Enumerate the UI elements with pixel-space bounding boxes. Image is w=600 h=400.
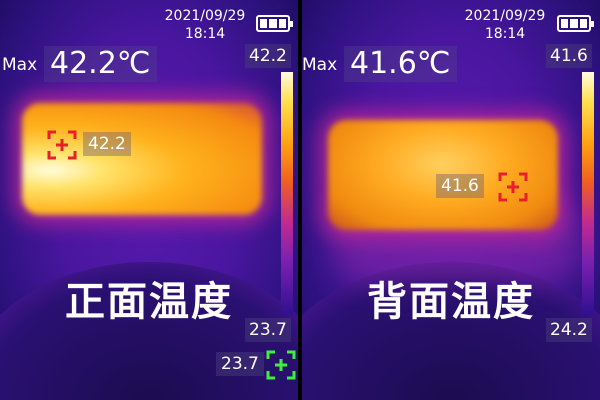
date-text: 2021/09/29 [464,8,546,24]
datetime: 2021/09/29 18:14 [145,7,265,43]
max-label: Max [2,55,38,75]
hot-spot-value: 41.6 [436,174,484,198]
color-scale-bar [582,72,594,315]
thermal-view-front: 2021/09/29 18:14 Max 42.2℃ 42.2 23.7 42.2… [0,0,298,400]
hot-spot-crosshair-icon [47,130,77,160]
center-crosshair-icon [266,350,296,380]
hot-region [22,103,262,215]
datetime: 2021/09/29 18:14 [445,7,565,43]
hot-spot-crosshair-icon [498,172,528,202]
max-label: Max [302,55,338,75]
date-text: 2021/09/29 [164,8,246,24]
scale-max: 42.2 [245,44,291,68]
time-text: 18:14 [184,26,226,42]
caption-front: 正面温度 [65,279,233,325]
color-scale-bar [281,72,293,315]
battery-icon [256,15,293,32]
hot-spot-value: 42.2 [83,132,131,156]
caption-back: 背面温度 [367,279,535,325]
time-text: 18:14 [484,26,526,42]
scale-max: 41.6 [546,44,592,68]
scale-min: 23.7 [245,318,291,342]
max-value: 42.2℃ [44,46,157,82]
thermal-view-back: 2021/09/29 18:14 Max 41.6℃ 41.6 24.2 41.6… [302,0,600,400]
max-value: 41.6℃ [344,46,457,82]
battery-icon [557,15,594,32]
center-value: 23.7 [216,352,264,376]
scale-min: 24.2 [546,318,592,342]
